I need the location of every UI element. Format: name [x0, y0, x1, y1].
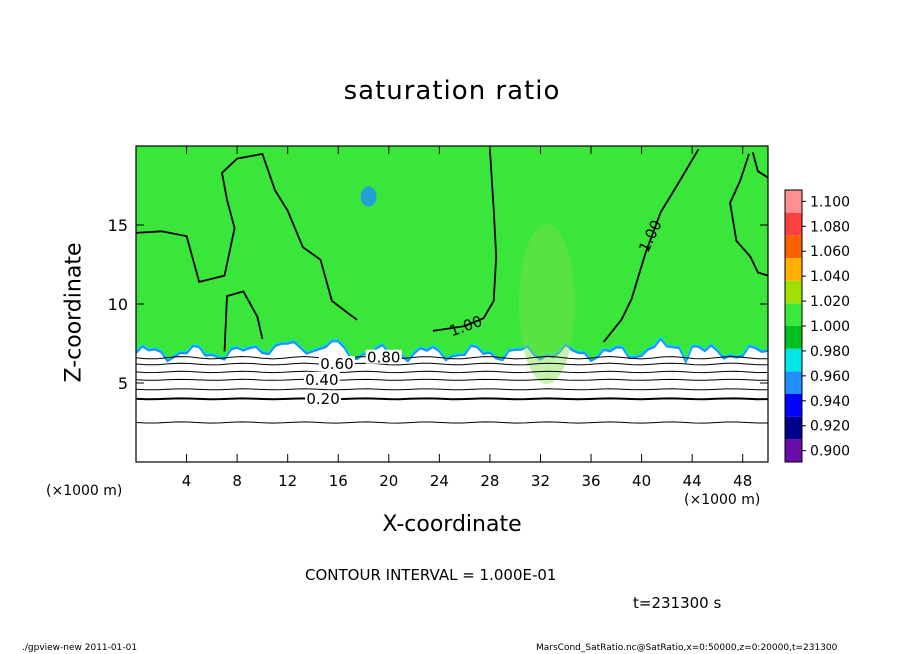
chart-title: saturation ratio — [343, 76, 561, 106]
contour-0-40 — [135, 378, 768, 381]
x-axis-ticks: 4 8 12 16 20 24 28 32 36 40 44 48 — [182, 146, 752, 490]
colorbar: 0.900 0.920 0.940 0.960 0.980 1.000 1.020 1.040… — [784, 189, 850, 463]
colorbar-label: 1.000 — [810, 319, 850, 335]
x-tick-label: 28 — [480, 472, 499, 490]
colorbar-label: 1.080 — [810, 219, 850, 235]
x-tick-label: 40 — [632, 472, 651, 490]
contour-1-00-loop — [223, 290, 264, 352]
x-tick-label: 16 — [329, 472, 348, 490]
contour-1-00-mid — [432, 149, 498, 332]
colorbar-swatch — [785, 190, 802, 213]
x-tick-label: 4 — [182, 472, 192, 490]
x-tick-label: 24 — [430, 472, 449, 490]
colorbar-swatch — [785, 258, 802, 281]
contour-0-50 — [135, 370, 769, 374]
colorbar-label: 1.100 — [810, 194, 850, 210]
contour-label: 0.40 — [305, 371, 338, 389]
contour-1-00-corner — [751, 152, 769, 179]
contour-label-bg — [303, 371, 340, 386]
x-tick-label: 32 — [531, 472, 550, 490]
contour-1-00-far-right — [729, 153, 769, 277]
colorbar-label: 1.060 — [810, 244, 850, 260]
saturated-region — [136, 146, 768, 362]
contour-label-bg — [365, 349, 402, 364]
x-tick-label: 36 — [581, 472, 600, 490]
colorbar-label: 0.900 — [810, 444, 850, 460]
contour-label: 0.80 — [367, 349, 400, 367]
contour-0-80 — [135, 355, 769, 360]
colorbar-swatch — [785, 394, 802, 417]
y-tick-label: 5 — [118, 374, 128, 393]
contour-label: 0.60 — [320, 355, 353, 373]
colorbar-swatch — [785, 280, 802, 304]
x-tick-label: 12 — [278, 472, 297, 490]
footer-left: ./gpview-new 2011-01-01 — [22, 643, 138, 653]
contour-interval-label: CONTOUR INTERVAL = 1.000E-01 — [305, 566, 557, 584]
y-axis-ticks: 5 10 15 — [108, 216, 768, 393]
x-tick-label: 20 — [379, 472, 398, 490]
contour-lines — [135, 148, 769, 424]
time-label: t=231300 s — [633, 594, 722, 612]
x-unit-label-right: (×1000 m) — [684, 492, 761, 508]
plot-field — [135, 146, 769, 384]
contour-0-10 — [135, 421, 768, 424]
contour-label: 0.20 — [306, 390, 339, 408]
contour-label-bg — [318, 356, 355, 371]
x-unit-label-left: (×1000 m) — [46, 483, 123, 499]
colorbar-swatch — [785, 326, 802, 349]
blue-patch — [360, 186, 377, 207]
colorbar-label: 1.040 — [810, 269, 850, 285]
colorbar-label: 0.980 — [810, 344, 850, 360]
y-tick-label: 10 — [108, 295, 128, 314]
contour-1-00-right — [602, 148, 700, 343]
colorbar-swatch — [785, 303, 802, 326]
x-tick-label: 44 — [683, 472, 702, 490]
contour-label-bg — [305, 390, 342, 405]
contour-0-20 — [135, 397, 769, 401]
x-tick-label: 8 — [232, 472, 242, 490]
plume — [518, 224, 575, 384]
colorbar-swatch — [785, 348, 802, 372]
colorbar-swatch — [785, 371, 802, 394]
contour-1-00-left — [135, 152, 358, 321]
colorbar-swatch — [785, 212, 802, 236]
colorbar-label: 0.960 — [810, 369, 850, 385]
colorbar-swatch — [785, 416, 802, 440]
colorbar-swatch — [785, 235, 802, 258]
colorbar-label: 0.940 — [810, 394, 850, 410]
boundary-edge — [135, 336, 769, 365]
colorbar-label: 0.920 — [810, 419, 850, 435]
y-axis-label: Z-coordinate — [61, 242, 87, 383]
x-axis-label: X-coordinate — [382, 512, 522, 537]
contour-0-60 — [135, 362, 768, 366]
footer-right: MarsCond_SatRatio.nc@SatRatio,x=0:50000,… — [536, 643, 838, 653]
colorbar-label: 1.020 — [810, 294, 850, 310]
y-tick-label: 15 — [108, 216, 128, 235]
contour-0-30 — [135, 388, 769, 391]
x-tick-label: 48 — [733, 472, 752, 490]
colorbar-swatch — [785, 439, 802, 462]
boundary-edge-cyan — [135, 335, 769, 361]
